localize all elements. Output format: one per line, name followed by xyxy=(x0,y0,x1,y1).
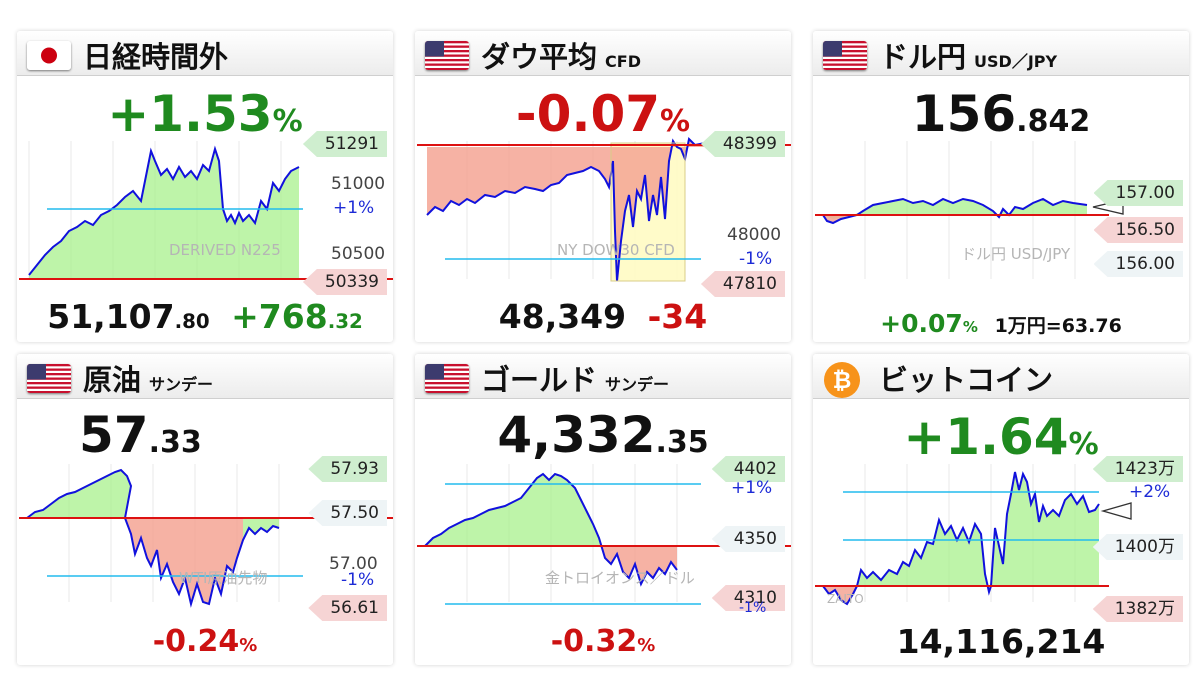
gold-high-tag: 4402 xyxy=(711,456,785,482)
nikkei-level-top: 51000 xyxy=(331,174,386,194)
oil-price: 57.33 xyxy=(79,406,202,464)
bitcoin-change-percent: +1.64% xyxy=(903,408,1099,466)
nikkei-level-mid: 50500 xyxy=(331,244,386,264)
dow-panel[interactable]: ダウ平均 CFD -0.07% NY DOW30 CFD 48399 48000 … xyxy=(415,31,791,342)
dow-header: ダウ平均 CFD xyxy=(415,31,791,76)
oil-panel[interactable]: 原油 サンデー 57.33 WTI原油先物 57.93 57.50 57.00 -… xyxy=(17,354,393,665)
nikkei-chart xyxy=(19,141,393,280)
gold-chart xyxy=(417,464,791,605)
bitcoin-title: ビットコイン xyxy=(879,363,1054,397)
usdjpy-price: 156.842 xyxy=(911,85,1091,143)
dow-chart xyxy=(417,136,791,282)
nikkei-change-percent: +1.53% xyxy=(107,85,303,143)
oil-watermark: WTI原油先物 xyxy=(179,569,268,587)
bitcoin-level-pct: +2% xyxy=(1129,482,1171,502)
dow-title: ダウ平均 CFD xyxy=(481,40,641,74)
usdjpy-level-low: 156.00 xyxy=(1093,251,1183,277)
bitcoin-low-tag: 1382万 xyxy=(1092,596,1183,622)
nikkei-header: 日経時間外 xyxy=(17,31,393,76)
bitcoin-header: ₿ ビットコイン xyxy=(813,354,1189,399)
nikkei-watermark: DERIVED N225 xyxy=(169,241,281,259)
gold-change-percent: -0.32% xyxy=(550,624,656,659)
nikkei-panel[interactable]: 日経時間外 +1.53% DERIVED N225 51291 51000 +1… xyxy=(17,31,393,342)
svg-text:₿: ₿ xyxy=(833,368,852,394)
nikkei-diff: +768.32 xyxy=(231,297,363,336)
nikkei-level-pct: +1% xyxy=(333,198,375,218)
usdjpy-header: ドル円 USD／JPY xyxy=(813,31,1189,76)
oil-low-tag: 56.61 xyxy=(308,595,387,621)
bitcoin-chart xyxy=(815,464,1132,606)
usdjpy-title: ドル円 USD／JPY xyxy=(879,40,1058,74)
bitcoin-watermark: ZAITO xyxy=(827,592,864,606)
usa-flag-icon xyxy=(823,41,867,70)
oil-change-percent: -0.24% xyxy=(152,624,258,659)
gold-low-tag: 4310 xyxy=(711,585,785,611)
usdjpy-chart xyxy=(815,141,1124,279)
gold-header: ゴールド サンデー xyxy=(415,354,791,399)
dow-watermark: NY DOW30 CFD xyxy=(557,241,675,259)
dow-level-pct: -1% xyxy=(739,249,773,269)
gold-title: ゴールド サンデー xyxy=(481,363,670,397)
oil-header: 原油 サンデー xyxy=(17,354,393,399)
nikkei-price-row: 51,107.80 +768.32 xyxy=(17,297,393,336)
usdjpy-high-tag: 157.00 xyxy=(1093,180,1183,206)
oil-high-tag: 57.93 xyxy=(308,456,387,482)
gold-watermark: 金トロイオンス／ドル xyxy=(545,569,695,587)
oil-level-low: 57.00 xyxy=(329,554,378,574)
oil-title: 原油 サンデー xyxy=(83,363,214,397)
japan-flag-icon xyxy=(27,41,71,70)
dow-level-mid: 48000 xyxy=(727,225,782,245)
usdjpy-panel[interactable]: ドル円 USD／JPY 156.842 ドル円 USD/JPY 157.00 15… xyxy=(813,31,1189,342)
bitcoin-level-mid: 1400万 xyxy=(1092,534,1183,560)
dow-price-row: 48,349 -34 xyxy=(415,297,791,336)
nikkei-low-tag: 50339 xyxy=(302,269,387,295)
gold-level-pct-bottom: -1% xyxy=(739,600,767,616)
bitcoin-current-marker xyxy=(1100,502,1132,520)
usa-flag-icon xyxy=(425,41,469,70)
oil-level-mid: 57.50 xyxy=(308,500,387,526)
usdjpy-low-tag: 156.50 xyxy=(1093,217,1183,243)
nikkei-high-tag: 51291 xyxy=(302,131,387,157)
gold-price: 4,332.35 xyxy=(497,406,709,464)
dow-change-percent: -0.07% xyxy=(515,85,691,143)
gold-level-pct-top: +1% xyxy=(731,478,773,498)
dow-high-tag: 48399 xyxy=(700,131,785,157)
nikkei-title: 日経時間外 xyxy=(83,40,229,74)
bitcoin-high-tag: 1423万 xyxy=(1092,456,1183,482)
nikkei-price: 51,107.80 xyxy=(47,297,210,336)
usdjpy-note: 1万円=63.76 xyxy=(994,315,1122,337)
bitcoin-panel[interactable]: ₿ ビットコイン +1.64% ZAITO 1423万 +2% 1400万 13… xyxy=(813,354,1189,665)
gold-panel[interactable]: ゴールド サンデー 4,332.35 金トロイオンス／ドル 4402 +1% 43… xyxy=(415,354,791,665)
usa-flag-icon xyxy=(27,364,71,393)
bitcoin-icon: ₿ xyxy=(823,361,861,399)
bitcoin-price: 14,116,214 xyxy=(896,622,1106,661)
dow-diff: -34 xyxy=(647,297,708,336)
oil-level-pct: -1% xyxy=(341,570,375,590)
usdjpy-change-row: +0.07% 1万円=63.76 xyxy=(813,309,1189,338)
gold-level-mid: 4350 xyxy=(711,526,785,552)
usa-flag-icon xyxy=(425,364,469,393)
usdjpy-watermark: ドル円 USD/JPY xyxy=(961,245,1071,263)
dow-price: 48,349 xyxy=(498,297,627,336)
dow-low-tag: 47810 xyxy=(700,271,785,297)
usdjpy-change-percent: +0.07% xyxy=(880,309,978,338)
